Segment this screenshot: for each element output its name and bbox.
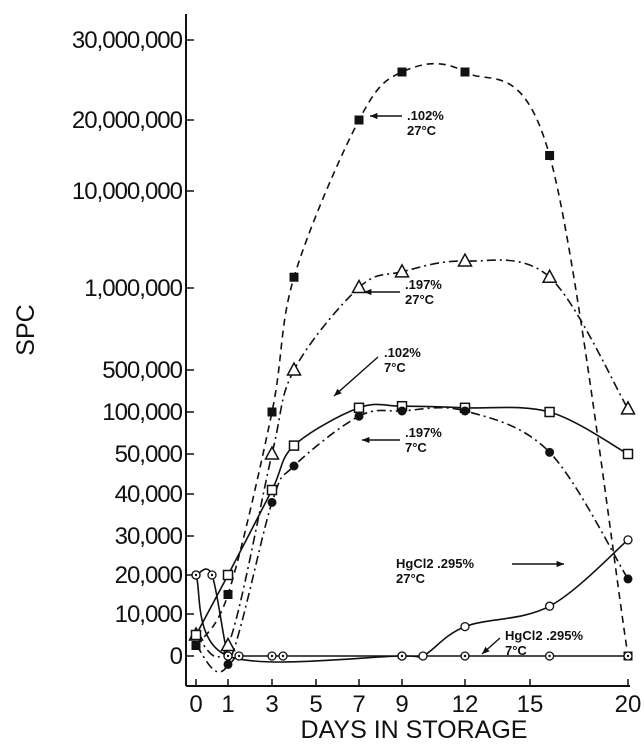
y-tick-label-0: 0	[170, 643, 183, 670]
annotation-102-7-c-line-1: .102%	[384, 345, 421, 360]
series-102-7-c-point	[190, 629, 202, 641]
y-tick-label-30-000-000: 30,000,000	[72, 27, 183, 54]
series-102-27-c-point	[267, 407, 277, 417]
series-hgcl2-295-27-c-point	[623, 535, 633, 545]
y-tick-label-100-000: 100,000	[102, 399, 182, 426]
x-tick-label-0: 0	[189, 691, 202, 718]
annotation-197-27-c-line-2: 27°C	[405, 292, 435, 307]
x-tick-label-1: 1	[221, 691, 234, 718]
y-tick-label-1-000-000: 1,000,000	[84, 275, 182, 302]
y-tick-label-20-000: 20,000	[115, 562, 183, 589]
series-197-27-c-point	[541, 268, 558, 283]
axes	[185, 14, 630, 687]
series-102-27-c-line	[195, 62, 629, 657]
series-197-27-c-line	[195, 259, 629, 658]
annotation-102-27-c: .102%27°C	[370, 108, 444, 138]
series-197-7-c-point	[354, 411, 364, 421]
series-hgcl2-295-7-c-point	[278, 651, 288, 661]
series-hgcl2-295-7-c-point	[397, 651, 407, 661]
annotation-hgcl2-295-27-c-line-2: 27°C	[396, 571, 426, 586]
x-tick-label-3: 3	[265, 691, 278, 718]
series-hgcl2-295-27-c-point	[460, 621, 470, 632]
series-197-7-c-point	[223, 659, 233, 669]
series-197-27-c-point	[286, 361, 302, 376]
series-197-7-c-point	[623, 574, 633, 584]
series-197-7-c-point	[289, 461, 299, 471]
y-tick-label-10-000-000: 10,000,000	[72, 178, 183, 205]
y-tick-label-500-000: 500,000	[102, 357, 182, 384]
annotations: .102%27°C.197%27°C.102%7°C.197%7°CHgCl2 …	[333, 108, 583, 658]
series-197-27-c-point	[394, 263, 410, 278]
annotation-102-7-c-line-2: 7°C	[384, 360, 406, 375]
x-axis-title: DAYS IN STORAGE	[301, 716, 528, 744]
series-hgcl2-295-27-c-point	[544, 601, 555, 611]
series-102-7-c-point	[622, 448, 634, 460]
series-197-7-c-point	[267, 497, 277, 507]
annotation-197-27-c-line-1: .197%	[405, 277, 442, 292]
annotation-197-27-c: .197%27°C	[364, 277, 442, 307]
series-hgcl2-295-7-c-point	[460, 651, 470, 661]
x-tick-label-20: 20	[615, 691, 642, 718]
series-markers	[188, 67, 636, 669]
series-102-27-c-point	[354, 115, 364, 125]
annotation-hgcl2-295-27-c-line-1: HgCl2 .295%	[396, 556, 474, 571]
series-197-27-c-point	[351, 278, 367, 294]
series-102-27-c-point	[460, 67, 470, 77]
x-tick-label-15: 15	[517, 691, 544, 718]
series-102-7-c-point	[266, 484, 278, 496]
series-hgcl2-295-7-c-point	[623, 651, 633, 661]
annotation-hgcl2-295-27-c: HgCl2 .295%27°C	[396, 556, 564, 586]
annotation-hgcl2-295-7-c: HgCl2 .295%7°C	[481, 628, 583, 658]
series-hgcl2-295-7-c-point	[223, 651, 233, 661]
series-102-27-c-point	[545, 151, 555, 160]
series-197-27-c-point	[620, 400, 636, 415]
annotation-102-7-c: .102%7°C	[333, 345, 421, 397]
annotation-197-7-c-line-1: .197%	[405, 425, 442, 440]
y-tick-label-10-000: 10,000	[115, 601, 183, 628]
y-ticks: 0 10,000 20,000 30,000 40,000 50,000 100,000 50…	[72, 27, 194, 670]
y-axis-title: SPC	[12, 304, 40, 355]
x-tick-label-7: 7	[352, 691, 365, 718]
series-102-27-c-point	[397, 67, 407, 77]
series-102-7-c-point	[544, 406, 555, 418]
annotation-hgcl2-295-7-c-line-2: 7°C	[505, 643, 527, 658]
series-102-27-c-point	[223, 590, 233, 599]
y-tick-label-30-000: 30,000	[115, 523, 183, 550]
annotation-197-7-c: .197%7°C	[362, 425, 442, 455]
series-hgcl2-295-7-c-point	[207, 570, 217, 580]
series-197-27-c-point	[220, 636, 236, 652]
y-tick-label-40-000: 40,000	[115, 481, 183, 508]
y-tick-label-20-000-000: 20,000,000	[72, 107, 183, 134]
series-102-7-c-point	[222, 569, 234, 581]
annotation-197-7-c-line-2: 7°C	[405, 440, 427, 455]
annotation-102-27-c-line-2: 27°C	[407, 123, 437, 138]
series-197-7-c-point	[191, 641, 201, 650]
series-102-27-c-point	[289, 272, 299, 282]
y-tick-label-50-000: 50,000	[115, 441, 183, 468]
annotation-hgcl2-295-7-c-line-1: HgCl2 .295%	[505, 628, 583, 643]
x-tick-label-9: 9	[395, 691, 408, 718]
x-ticks: 0 1 3 5 7 9 12 15 20	[189, 679, 641, 718]
series-hgcl2-295-7-c-point	[267, 651, 277, 661]
series-hgcl2-295-7-c-point	[234, 651, 244, 661]
series-102-7-c-point	[353, 402, 365, 414]
annotation-102-27-c-line-1: .102%	[407, 108, 444, 123]
series-197-7-c-point	[460, 406, 470, 416]
series-197-27-c-point	[457, 252, 473, 267]
x-tick-label-12: 12	[452, 691, 479, 718]
series-197-27-c-point	[264, 445, 280, 460]
series-hgcl2-295-27-c-point	[418, 651, 428, 661]
series-hgcl2-295-7-c-point	[544, 651, 555, 661]
series-197-7-c-point	[397, 406, 407, 416]
series-102-7-c-point	[288, 440, 300, 451]
x-tick-label-5: 5	[309, 691, 322, 718]
series-197-7-c-point	[545, 447, 555, 457]
series-hgcl2-295-7-c-point	[191, 570, 201, 580]
